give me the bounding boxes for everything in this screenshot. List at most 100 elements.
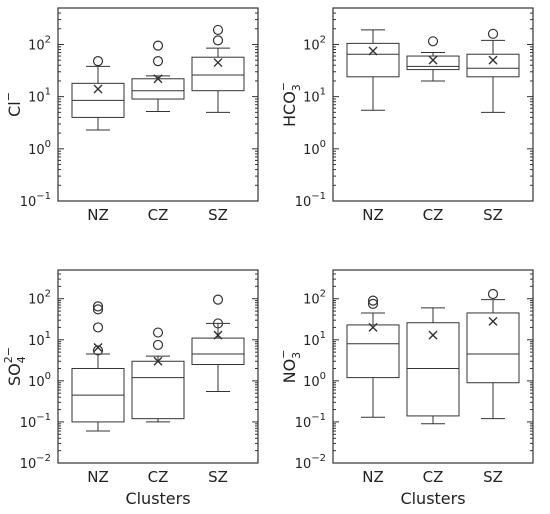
y-axis-label: NO3− bbox=[277, 350, 303, 384]
iqr-box bbox=[131, 78, 185, 100]
y-tick-label: 101 bbox=[28, 87, 51, 106]
y-tick-label: 10−2 bbox=[20, 453, 51, 472]
plot-frame bbox=[332, 269, 534, 464]
tick-exponent: −1 bbox=[311, 412, 326, 423]
tick-exponent: 1 bbox=[320, 330, 326, 341]
box-nz bbox=[71, 56, 125, 131]
outlier-point bbox=[212, 318, 224, 329]
iqr-box bbox=[466, 53, 520, 78]
y-label-subscript: 3 bbox=[290, 352, 303, 359]
tick-base: 10 bbox=[295, 416, 312, 431]
y-tick-label: 10−2 bbox=[295, 453, 326, 472]
tick-exponent: −2 bbox=[311, 453, 326, 464]
tick-base: 10 bbox=[28, 91, 45, 106]
box-sz bbox=[466, 288, 520, 420]
mean-marker bbox=[428, 55, 438, 65]
y-tick-label: 101 bbox=[28, 330, 51, 349]
outlier-point bbox=[367, 295, 379, 306]
y-axis-label: SO42− bbox=[2, 347, 28, 386]
x-tick-label: SZ bbox=[483, 468, 503, 486]
y-tick-label: 100 bbox=[28, 139, 51, 158]
tick-exponent: −1 bbox=[36, 191, 51, 202]
tick-base: 10 bbox=[20, 416, 37, 431]
tick-base: 10 bbox=[28, 334, 45, 349]
tick-base: 10 bbox=[28, 38, 45, 53]
mean-marker bbox=[213, 330, 223, 340]
x-tick-label: CZ bbox=[148, 206, 169, 224]
outlier-point bbox=[152, 327, 164, 338]
y-tick-label: 102 bbox=[28, 289, 51, 308]
y-label-subscript: 3 bbox=[290, 84, 303, 91]
tick-base: 10 bbox=[28, 143, 45, 158]
y-axis-label: Cl− bbox=[2, 92, 24, 117]
tick-base: 10 bbox=[303, 38, 320, 53]
box-nz bbox=[346, 295, 400, 418]
mean-marker bbox=[153, 74, 163, 84]
outlier-point bbox=[487, 288, 499, 300]
y-tick-label: 100 bbox=[28, 371, 51, 390]
y-tick-label: 102 bbox=[28, 34, 51, 53]
box-cz bbox=[406, 307, 460, 425]
box-nz bbox=[346, 29, 400, 111]
tick-base: 10 bbox=[20, 195, 37, 210]
y-label-superscript: − bbox=[277, 350, 290, 359]
outlier-point bbox=[487, 28, 499, 39]
iqr-box bbox=[131, 360, 185, 420]
outlier-point bbox=[152, 56, 164, 67]
mean-marker bbox=[213, 58, 223, 68]
outlier-point bbox=[92, 304, 104, 315]
outlier-point bbox=[92, 345, 104, 356]
mean-marker bbox=[428, 330, 438, 340]
mean-marker bbox=[93, 342, 103, 352]
x-tick-label: NZ bbox=[362, 468, 384, 486]
tick-exponent: 0 bbox=[45, 371, 51, 382]
iqr-box bbox=[346, 324, 400, 379]
tick-exponent: 1 bbox=[45, 87, 51, 98]
box-cz bbox=[406, 36, 460, 82]
outlier-point bbox=[92, 322, 104, 333]
y-label-base: HCO bbox=[280, 91, 299, 127]
y-tick-label: 102 bbox=[303, 34, 326, 53]
tick-exponent: 2 bbox=[45, 289, 51, 300]
iqr-box bbox=[191, 337, 245, 366]
y-label-superscript: 2− bbox=[2, 347, 15, 363]
y-label-base: SO bbox=[5, 363, 24, 386]
box-cz bbox=[131, 327, 185, 423]
mean-marker bbox=[93, 84, 103, 94]
tick-base: 10 bbox=[303, 143, 320, 158]
tick-exponent: 2 bbox=[320, 34, 326, 45]
x-tick-label: NZ bbox=[87, 468, 109, 486]
box-nz bbox=[71, 301, 125, 432]
x-tick-label: CZ bbox=[423, 206, 444, 224]
x-tick-label: SZ bbox=[208, 468, 228, 486]
y-axis-label: HCO3− bbox=[277, 82, 303, 127]
x-tick-label: NZ bbox=[362, 206, 384, 224]
box-sz bbox=[466, 28, 520, 113]
y-tick-label: 10−1 bbox=[295, 412, 326, 431]
y-label-subscript: 4 bbox=[15, 356, 28, 363]
tick-base: 10 bbox=[295, 195, 312, 210]
tick-base: 10 bbox=[303, 91, 320, 106]
tick-exponent: 2 bbox=[45, 34, 51, 45]
outlier-point bbox=[152, 339, 164, 351]
x-tick-label: SZ bbox=[208, 206, 228, 224]
outlier-point bbox=[212, 24, 224, 36]
tick-exponent: −2 bbox=[36, 453, 51, 464]
outlier-point bbox=[92, 301, 104, 312]
outlier-point bbox=[427, 36, 439, 47]
outlier-point bbox=[212, 35, 224, 46]
box-sz bbox=[191, 24, 245, 113]
outlier-point bbox=[212, 294, 224, 305]
y-tick-label: 100 bbox=[303, 371, 326, 390]
outlier-point bbox=[152, 40, 164, 51]
tick-exponent: 0 bbox=[320, 371, 326, 382]
mean-marker bbox=[368, 46, 378, 56]
tick-exponent: 0 bbox=[45, 139, 51, 150]
tick-base: 10 bbox=[20, 457, 37, 472]
outlier-point bbox=[92, 56, 104, 67]
plot-frame bbox=[57, 269, 259, 464]
